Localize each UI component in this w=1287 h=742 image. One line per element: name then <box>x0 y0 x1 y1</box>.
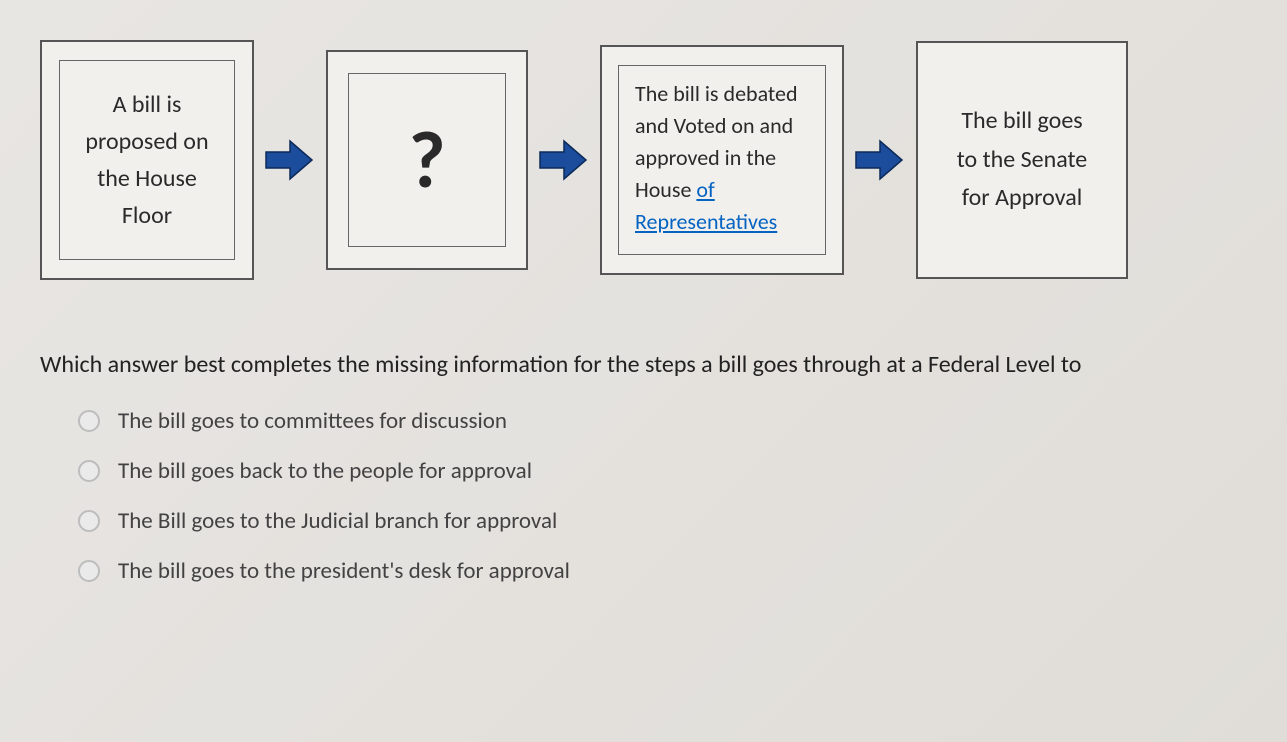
arrow-icon <box>536 137 592 183</box>
flow-step-4-inner: The bill goes to the Senate for Approval <box>936 56 1108 264</box>
flow-step-1-text: A bill is proposed on the House Floor <box>78 86 216 235</box>
option-row[interactable]: The Bill goes to the Judicial branch for… <box>78 507 1287 535</box>
radio-icon[interactable] <box>78 510 100 532</box>
arrow-icon <box>262 137 318 183</box>
option-label: The bill goes back to the people for app… <box>118 457 532 485</box>
step3-prefix: The bill is debated and Voted on and app… <box>635 80 798 203</box>
option-label: The bill goes to committees for discussi… <box>118 407 507 435</box>
answer-options: The bill goes to committees for discussi… <box>40 407 1287 585</box>
question-section: Which answer best completes the missing … <box>40 350 1287 585</box>
option-row[interactable]: The bill goes back to the people for app… <box>78 457 1287 485</box>
option-row[interactable]: The bill goes to the president's desk fo… <box>78 557 1287 585</box>
flow-step-4-text: The bill goes to the Senate for Approval <box>954 102 1090 217</box>
flow-step-4-outer: The bill goes to the Senate for Approval <box>916 41 1128 279</box>
radio-icon[interactable] <box>78 410 100 432</box>
flowchart-container: A bill is proposed on the House Floor ? … <box>40 40 1287 280</box>
flow-step-1-outer: A bill is proposed on the House Floor <box>40 40 254 280</box>
flow-step-2-text: ? <box>408 112 445 209</box>
step3-link-of: of <box>696 176 714 203</box>
radio-icon[interactable] <box>78 460 100 482</box>
option-label: The bill goes to the president's desk fo… <box>118 557 570 585</box>
flow-step-3-outer: The bill is debated and Voted on and app… <box>600 45 844 275</box>
option-row[interactable]: The bill goes to committees for discussi… <box>78 407 1287 435</box>
flow-step-2-inner: ? <box>348 73 506 247</box>
arrow-icon <box>852 137 908 183</box>
flow-step-1-inner: A bill is proposed on the House Floor <box>59 60 235 260</box>
flow-step-2-outer: ? <box>326 50 528 270</box>
question-prompt: Which answer best completes the missing … <box>40 350 1287 379</box>
option-label: The Bill goes to the Judicial branch for… <box>118 507 557 535</box>
radio-icon[interactable] <box>78 560 100 582</box>
flow-step-3-text: The bill is debated and Voted on and app… <box>635 78 809 237</box>
step3-link-representatives: Representatives <box>635 208 777 235</box>
flow-step-3-inner: The bill is debated and Voted on and app… <box>618 65 826 255</box>
